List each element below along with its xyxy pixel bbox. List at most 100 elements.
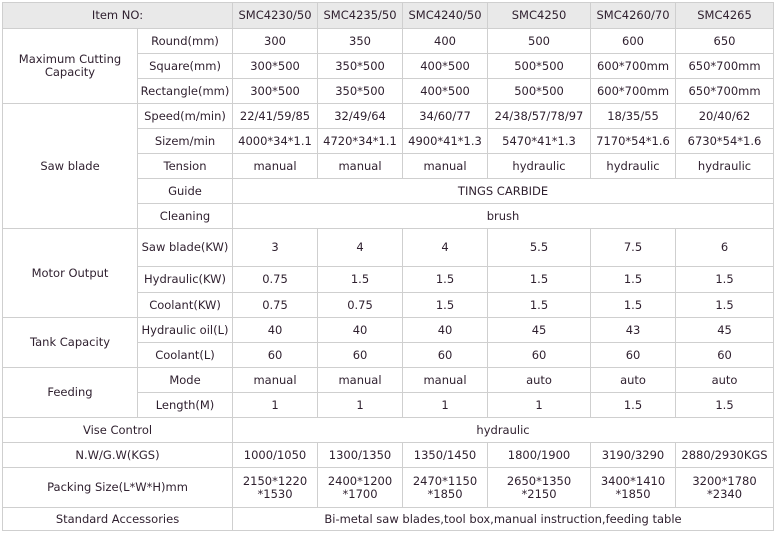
spec-value: 600 — [590, 28, 677, 54]
spec-value: 7.5 — [590, 228, 677, 267]
spec-value: 0.75 — [317, 292, 404, 318]
header-row: Item NO: SMC4230/50 SMC4235/50 SMC4240/50 SM… — [1, 2, 774, 29]
spec-value: 3 — [232, 228, 319, 267]
group-label: Motor Output — [2, 228, 138, 318]
spec-value: 24/38/57/78/97 — [487, 103, 592, 129]
spec-value: 5470*41*1.3 — [487, 128, 592, 154]
spec-value: 18/35/55 — [590, 103, 677, 129]
spec-value: 60 — [232, 342, 319, 368]
spec-value: 1.5 — [402, 266, 489, 293]
table-row: Saw blade Speed(m/min) 22/41/59/85 32/49/64… — [2, 103, 774, 229]
spec-label: Cleaning — [136, 203, 234, 229]
spec-value: 4 — [317, 228, 404, 267]
table-row: Vise Control hydraulic — [1, 417, 774, 443]
table-row: Rectangle(mm) 300*500 350*500 400*500 500*50… — [3, 78, 774, 104]
spec-label: Square(mm) — [136, 53, 234, 79]
spec-value: 45 — [675, 317, 774, 343]
group-label: Tank Capacity — [2, 317, 138, 368]
spec-value: manual — [317, 153, 404, 179]
spec-value: 40 — [232, 317, 319, 343]
spec-value: 4000*34*1.1 — [232, 128, 319, 154]
spec-value: manual — [402, 153, 489, 179]
spec-value: hydraulic — [675, 153, 774, 179]
spec-value: 60 — [590, 342, 677, 368]
spec-value: 400 — [402, 28, 489, 54]
spec-value: 1.5 — [675, 292, 774, 318]
spec-value: 1.5 — [317, 266, 404, 293]
model-header: SMC4250 — [487, 2, 592, 29]
spec-value: 0.75 — [232, 266, 319, 293]
spec-value: 1000/1050 — [232, 442, 319, 468]
model-header: SMC4265 — [675, 2, 774, 29]
model-header: SMC4240/50 — [402, 2, 489, 29]
table-row: Feeding Mode manual manual manual auto auto aut… — [2, 367, 774, 418]
spec-value: 1300/1350 — [317, 442, 404, 468]
model-header: SMC4230/50 — [232, 2, 319, 29]
spec-value: 40 — [402, 317, 489, 343]
spec-value: 300 — [232, 28, 319, 54]
spec-value: auto — [590, 367, 677, 393]
spec-value: 60 — [487, 342, 592, 368]
spec-value: Bi-metal saw blades,tool box,manual inst… — [232, 507, 774, 531]
spec-value: 43 — [590, 317, 677, 343]
spec-value: manual — [402, 367, 489, 393]
spec-label: Sizem/min — [136, 128, 234, 154]
spec-value: 6730*54*1.6 — [675, 128, 774, 154]
spec-label: Packing Size(L*W*H)mm — [1, 467, 234, 508]
spec-label: Tension — [136, 153, 234, 179]
spec-value: brush — [232, 203, 774, 229]
spec-value: 3200*1780 *2340 — [675, 467, 774, 508]
spec-label: Vise Control — [1, 417, 234, 443]
spec-value: 1800/1900 — [487, 442, 592, 468]
spec-label: Standard Accessories — [1, 507, 234, 531]
spec-value: auto — [675, 367, 774, 393]
spec-value: hydraulic — [232, 417, 774, 443]
spec-value: 1.5 — [675, 392, 774, 418]
table-row: Length(M) 1 1 1 1 1.5 1.5 — [3, 392, 774, 418]
spec-value: 40 — [317, 317, 404, 343]
spec-value: 2880/2930KGS — [675, 442, 774, 468]
group-label: Feeding — [2, 367, 138, 418]
spec-value: 350*500 — [317, 78, 404, 104]
spec-value: 60 — [402, 342, 489, 368]
spec-value: 7170*54*1.6 — [590, 128, 677, 154]
item-no-header: Item NO: — [1, 2, 234, 29]
spec-value: 650*700mm — [675, 78, 774, 104]
spec-value: hydraulic — [590, 153, 677, 179]
spec-value: 2150*1220 *1530 — [232, 467, 319, 508]
spec-value: 1.5 — [402, 292, 489, 318]
spec-value: 1 — [232, 392, 319, 418]
spec-value: 650*700mm — [675, 53, 774, 79]
spec-label: Guide — [136, 178, 234, 204]
spec-label: Hydraulic(KW) — [136, 266, 234, 293]
spec-value: 500 — [487, 28, 592, 54]
spec-value: 3400*1410 *1850 — [590, 467, 677, 508]
spec-label: Hydraulic oil(L) — [136, 317, 234, 343]
spec-label: Saw blade(KW) — [136, 228, 234, 267]
spec-label: Rectangle(mm) — [136, 78, 234, 104]
spec-value: 22/41/59/85 — [232, 103, 319, 129]
spec-value: 1.5 — [487, 292, 592, 318]
spec-value: auto — [487, 367, 592, 393]
spec-value: 60 — [675, 342, 774, 368]
table-row: N.W/G.W(KGS) 1000/1050 1300/1350 1350/1450 1… — [1, 442, 774, 468]
spec-value: 300*500 — [232, 53, 319, 79]
table-row: Motor Output Saw blade(KW) 3 4 4 5.5 7.5 6 — [2, 228, 774, 318]
spec-value: 2470*1150 *1850 — [402, 467, 489, 508]
spec-value: 400*500 — [402, 53, 489, 79]
spec-value: 32/49/64 — [317, 103, 404, 129]
spec-label: Speed(m/min) — [136, 103, 234, 129]
table-row: Coolant(L) 60 60 60 60 60 60 — [3, 342, 774, 368]
table-row: Tension manual manual manual hydraulic hydrau… — [3, 153, 774, 179]
spec-label: Coolant(KW) — [136, 292, 234, 318]
spec-value: 1.5 — [590, 292, 677, 318]
spec-value: 0.75 — [232, 292, 319, 318]
spec-label: Round(mm) — [136, 28, 234, 54]
spec-value: 6 — [675, 228, 774, 267]
spec-value: 1.5 — [590, 266, 677, 293]
table-row: Sizem/min 4000*34*1.1 4720*34*1.1 4900*41*1… — [3, 128, 774, 154]
spec-value: 20/40/62 — [675, 103, 774, 129]
table-row: Coolant(KW) 0.75 0.75 1.5 1.5 1.5 1.5 — [3, 292, 774, 318]
spec-label: Coolant(L) — [136, 342, 234, 368]
